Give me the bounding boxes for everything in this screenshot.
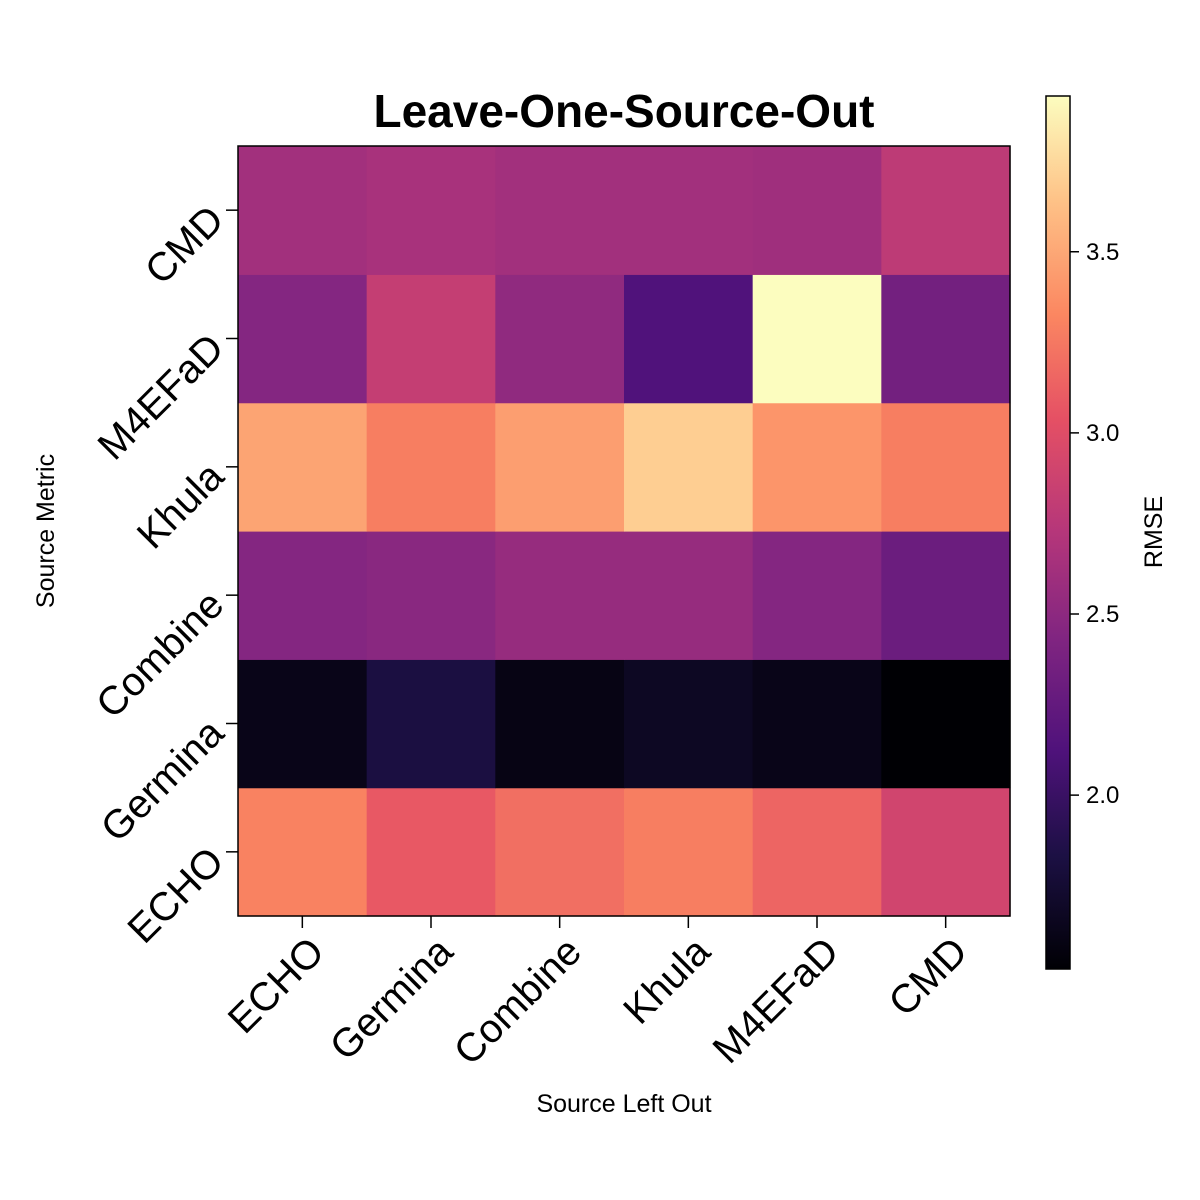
heatmap-cell	[495, 146, 625, 275]
heatmap-cell	[238, 531, 368, 660]
chart-title: Leave-One-Source-Out	[374, 85, 875, 137]
heatmap-cell	[752, 787, 882, 917]
heatmap-cells	[238, 146, 1011, 917]
heatmap-cell	[624, 531, 754, 660]
heatmap-cell	[881, 402, 1011, 532]
y-tick-label: Combine	[88, 582, 232, 726]
x-tick-label: Germina	[322, 929, 462, 1069]
heatmap-cell	[752, 274, 882, 404]
colorbar-tick-label: 2.0	[1086, 782, 1119, 809]
heatmap-cell	[752, 531, 882, 660]
heatmap-cell	[238, 274, 368, 404]
heatmap-cell	[238, 402, 368, 532]
x-tick-label: M4EFaD	[705, 929, 848, 1072]
x-tick-label: Combine	[446, 929, 590, 1073]
heatmap-cell	[366, 787, 496, 917]
heatmap-cell	[624, 659, 754, 789]
colorbar-tick-label: 2.5	[1086, 601, 1119, 628]
heatmap-cell	[881, 531, 1011, 660]
x-tick-label: CMD	[881, 929, 977, 1025]
heatmap-cell	[752, 659, 882, 789]
y-tick-label: Khula	[129, 454, 233, 558]
heatmap-cell	[752, 146, 882, 275]
y-tick-label: CMD	[137, 197, 233, 293]
heatmap-cell	[366, 274, 496, 404]
heatmap-cell	[366, 402, 496, 532]
colorbar-ticks: 2.0 2.5 3.0 3.5	[1070, 239, 1119, 809]
heatmap-cell	[366, 531, 496, 660]
x-tick-label: ECHO	[220, 929, 333, 1042]
heatmap-cell	[624, 274, 754, 404]
heatmap-cell	[495, 787, 625, 917]
heatmap-cell	[881, 146, 1011, 275]
heatmap-cell	[495, 659, 625, 789]
plot-frame	[237, 145, 1011, 917]
heatmap-cell	[624, 402, 754, 532]
colorbar-label: RMSE	[1140, 496, 1168, 568]
y-axis-label: Source Metric	[32, 454, 60, 608]
colorbar-tick-label: 3.0	[1086, 420, 1119, 447]
heatmap-cell	[624, 146, 754, 275]
heatmap-cell	[881, 787, 1011, 917]
colorbar-tick-label: 3.5	[1086, 239, 1119, 266]
y-tick-label: Germina	[93, 710, 233, 850]
heatmap-cell	[238, 146, 368, 275]
heatmap-cell	[881, 659, 1011, 789]
heatmap-cell	[238, 787, 368, 917]
y-tick-label: ECHO	[120, 839, 233, 952]
colorbar	[1045, 95, 1071, 970]
heatmap-cell	[495, 531, 625, 660]
heatmap-cell	[366, 659, 496, 789]
heatmap-cell	[624, 787, 754, 917]
heatmap-cell	[752, 402, 882, 532]
heatmap-cell	[495, 274, 625, 404]
y-tick-label: M4EFaD	[90, 326, 233, 469]
heatmap-cell	[495, 402, 625, 532]
heatmap-cell	[238, 659, 368, 789]
heatmap-cell	[366, 146, 496, 275]
heatmap-cell	[881, 274, 1011, 404]
x-axis-label: Source Left Out	[536, 1090, 711, 1118]
x-tick-label: Khula	[615, 929, 719, 1033]
